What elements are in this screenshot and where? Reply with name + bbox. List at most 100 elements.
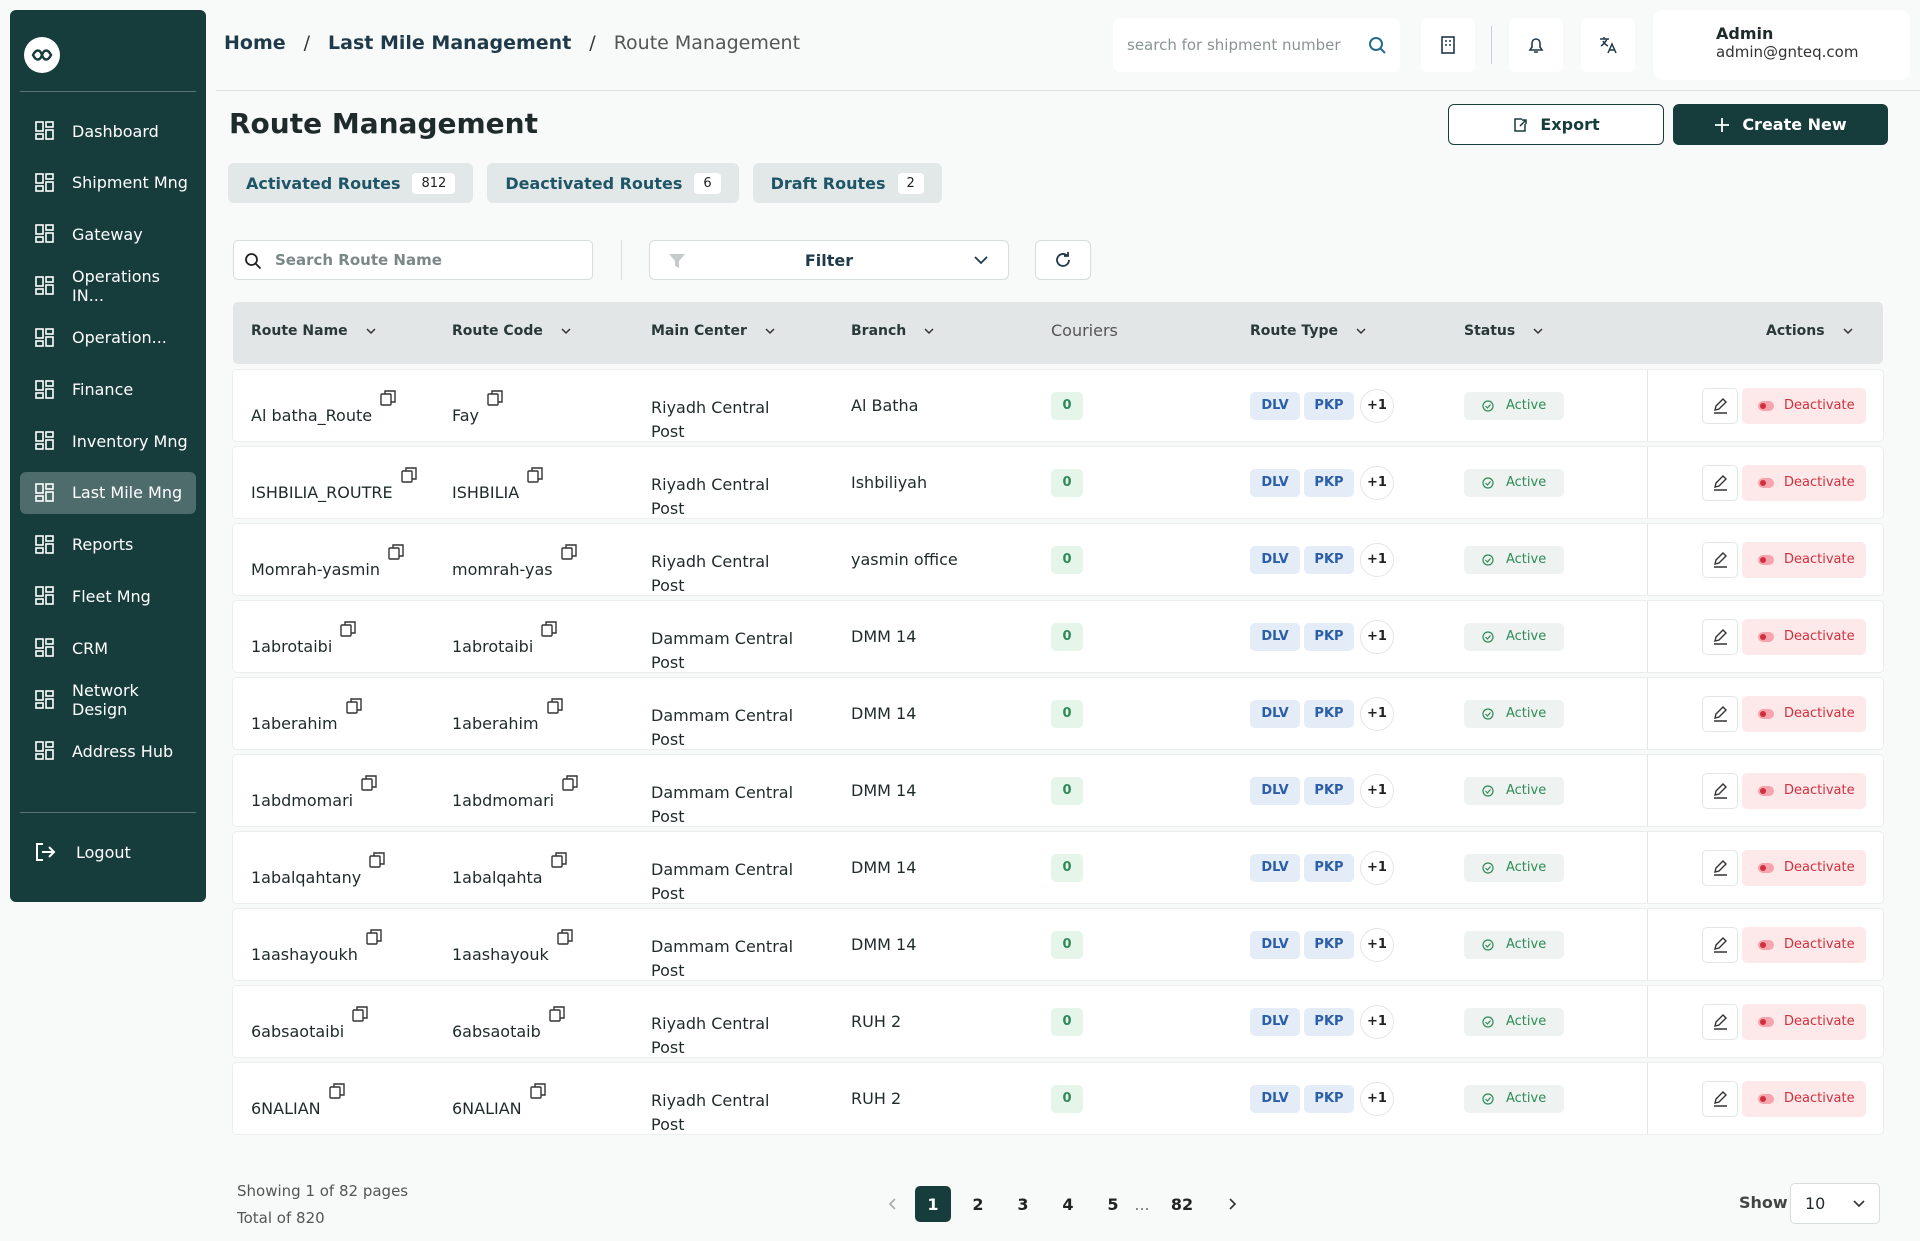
copy-icon[interactable] (340, 620, 356, 637)
deactivate-button[interactable]: Deactivate (1742, 387, 1866, 424)
edit-button[interactable] (1702, 1080, 1738, 1117)
sidebar: Logout Dashboard Shipment Mng Gateway Opera… (10, 10, 206, 902)
route-type-badge: PKP (1304, 776, 1354, 805)
deactivate-button[interactable]: Deactivate (1742, 695, 1866, 732)
page-button[interactable]: 4 (1062, 1194, 1074, 1214)
column-header[interactable]: Route Name (251, 323, 376, 339)
copy-icon[interactable] (369, 851, 385, 868)
building-button[interactable] (1421, 18, 1475, 72)
copy-icon[interactable] (527, 466, 543, 483)
breadcrumb-item[interactable]: Last Mile Management (328, 32, 572, 54)
nav-item[interactable]: Dashboard (20, 110, 196, 152)
create-label: Create New (1742, 115, 1847, 134)
shipment-search[interactable]: search for shipment number (1113, 18, 1400, 72)
tab[interactable]: Activated Routes 812 (228, 163, 474, 203)
page-size-select[interactable]: 10 (1790, 1183, 1880, 1224)
prev-page[interactable] (874, 1186, 910, 1222)
deactivate-button[interactable]: Deactivate (1742, 926, 1866, 963)
more-badge: +1 (1360, 619, 1394, 654)
edit-button[interactable] (1702, 618, 1738, 655)
nav-item[interactable]: Network Design (20, 679, 196, 721)
more-badge: +1 (1360, 388, 1394, 423)
column-header[interactable]: Main Center (651, 323, 775, 339)
page-button[interactable]: 82 (1170, 1194, 1194, 1214)
logo (24, 37, 60, 73)
copy-icon[interactable] (328, 1082, 345, 1099)
copy-icon[interactable] (546, 697, 563, 714)
nav-item[interactable]: Finance (20, 369, 196, 411)
notification-button[interactable] (1509, 18, 1563, 72)
deactivate-button[interactable]: Deactivate (1742, 772, 1866, 809)
column-title: Status (1464, 323, 1516, 339)
page-button[interactable]: 1 (915, 1186, 951, 1222)
deactivate-button[interactable]: Deactivate (1742, 849, 1866, 886)
edit-button[interactable] (1702, 541, 1738, 578)
column-header[interactable]: Status (1464, 323, 1543, 339)
refresh-button[interactable] (1035, 240, 1091, 280)
nav-item[interactable]: Gateway (20, 213, 196, 255)
nav-item[interactable]: Shipment Mng (20, 162, 196, 204)
copy-icon[interactable] (366, 928, 382, 945)
page-button[interactable]: 2 (972, 1194, 984, 1214)
copy-icon[interactable] (400, 466, 417, 483)
edit-button[interactable] (1702, 772, 1738, 809)
nav-label: Gateway (72, 224, 143, 244)
create-button[interactable]: Create New (1673, 104, 1888, 145)
logout[interactable]: Logout (20, 831, 196, 873)
route-search[interactable]: Search Route Name (233, 240, 593, 280)
nav-item[interactable]: Operations IN... (20, 265, 196, 307)
route-type-badge: DLV (1250, 776, 1300, 805)
tab[interactable]: Draft Routes 2 (752, 163, 942, 203)
edit-button[interactable] (1702, 387, 1738, 424)
deactivate-button[interactable]: Deactivate (1742, 1003, 1866, 1040)
copy-icon[interactable] (541, 620, 557, 637)
nav-label: Fleet Mng (72, 586, 151, 606)
deactivate-button[interactable]: Deactivate (1742, 464, 1866, 501)
breadcrumb-item[interactable]: Home (224, 32, 286, 54)
language-button[interactable] (1581, 18, 1635, 72)
edit-button[interactable] (1702, 464, 1738, 501)
user-card[interactable]: Admin admin@gnteq.com (1653, 10, 1910, 80)
nav-item[interactable]: Operation... (20, 317, 196, 359)
copy-icon[interactable] (380, 389, 396, 406)
deactivate-button[interactable]: Deactivate (1742, 1080, 1866, 1117)
nav-item[interactable]: Fleet Mng (20, 575, 196, 617)
nav-item[interactable]: Last Mile Mng (20, 471, 196, 514)
couriers-badge: 0 (1051, 391, 1083, 420)
couriers-badge: 0 (1051, 930, 1083, 959)
deactivate-button[interactable]: Deactivate (1742, 618, 1866, 655)
edit-button[interactable] (1702, 695, 1738, 732)
nav-item[interactable]: Inventory Mng (20, 420, 196, 462)
tab[interactable]: Deactivated Routes 6 (487, 163, 739, 203)
nav-item[interactable]: Address Hub (20, 730, 196, 772)
copyable-cell: 6absaotaibi (251, 1005, 368, 1041)
copy-icon[interactable] (345, 697, 362, 714)
edit-button[interactable] (1702, 1003, 1738, 1040)
copy-icon[interactable] (549, 1005, 565, 1022)
copy-icon[interactable] (562, 774, 578, 791)
page-button[interactable]: 3 (1017, 1194, 1029, 1214)
deactivate-button[interactable]: Deactivate (1742, 541, 1866, 578)
nav-item[interactable]: CRM (20, 627, 196, 669)
copy-icon[interactable] (550, 851, 567, 868)
copy-icon[interactable] (560, 543, 577, 560)
copy-icon[interactable] (361, 774, 377, 791)
column-header[interactable]: Branch (851, 323, 934, 339)
copy-icon[interactable] (487, 389, 503, 406)
filter-dropdown[interactable]: Filter (649, 240, 1009, 280)
next-page[interactable] (1214, 1186, 1250, 1222)
copy-icon[interactable] (388, 543, 404, 560)
copyable-cell: 1aberahim (251, 697, 362, 733)
column-header[interactable]: Route Type (1250, 323, 1366, 339)
nav-item[interactable]: Reports (20, 524, 196, 566)
edit-button[interactable] (1702, 849, 1738, 886)
page-button[interactable]: 5 (1107, 1194, 1119, 1214)
column-header[interactable]: Actions (1766, 323, 1853, 339)
export-button[interactable]: Export (1448, 104, 1664, 145)
main-center: Dammam Central Post (651, 705, 794, 749)
copy-icon[interactable] (557, 928, 573, 945)
copy-icon[interactable] (352, 1005, 368, 1022)
column-header[interactable]: Route Code (452, 323, 571, 339)
edit-button[interactable] (1702, 926, 1738, 963)
copy-icon[interactable] (529, 1082, 546, 1099)
